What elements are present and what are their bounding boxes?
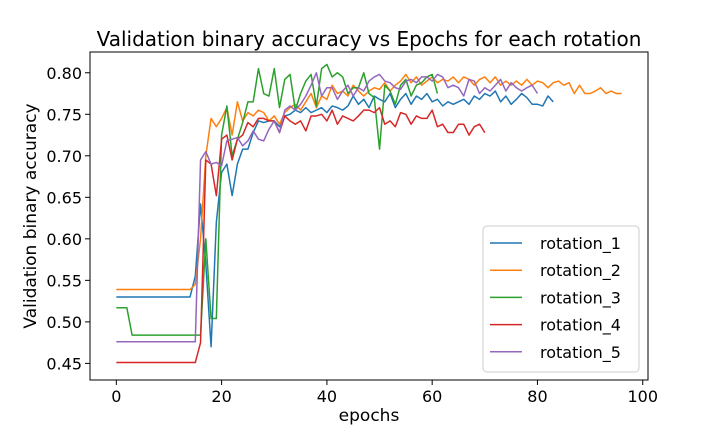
series-line-rotation_3 bbox=[116, 63, 439, 336]
y-tick-label: 0.65 bbox=[46, 188, 82, 207]
x-tick-label: 80 bbox=[527, 387, 547, 406]
x-tick-label: 0 bbox=[111, 387, 121, 406]
series-line-rotation_4 bbox=[116, 106, 486, 364]
legend-label-rotation_4: rotation_4 bbox=[540, 316, 621, 336]
series-line-rotation_1 bbox=[116, 90, 554, 348]
y-tick-label: 0.75 bbox=[46, 105, 82, 124]
legend-label-rotation_3: rotation_3 bbox=[540, 288, 621, 308]
legend-label-rotation_2: rotation_2 bbox=[540, 261, 621, 281]
y-axis: 0.45 0.50 0.55 0.60 0.65 0.70 0.75 0.80 bbox=[46, 64, 90, 373]
x-axis: 0 20 40 60 80 100 bbox=[111, 380, 658, 406]
y-axis-title: Validation binary accuracy bbox=[21, 103, 41, 328]
x-tick-label: 100 bbox=[627, 387, 658, 406]
legend-box bbox=[482, 225, 640, 373]
plot-area bbox=[89, 51, 649, 381]
y-tick-label: 0.45 bbox=[46, 354, 82, 373]
x-axis-title: epochs bbox=[339, 406, 400, 426]
y-tick-label: 0.55 bbox=[46, 271, 82, 290]
legend-label-rotation_5: rotation_5 bbox=[540, 343, 621, 363]
x-tick-label: 20 bbox=[211, 387, 231, 406]
x-tick-label: 60 bbox=[422, 387, 442, 406]
y-tick-label: 0.80 bbox=[46, 64, 82, 83]
legend: rotation_1 rotation_2 rotation_3 rotation_4… bbox=[482, 225, 640, 373]
y-tick-label: 0.60 bbox=[46, 230, 82, 249]
legend-label-rotation_1: rotation_1 bbox=[540, 234, 621, 254]
plot-frame bbox=[89, 51, 649, 381]
chart-title: Validation binary accuracy vs Epochs for… bbox=[97, 27, 642, 51]
series-line-rotation_5 bbox=[116, 72, 539, 343]
y-tick-label: 0.50 bbox=[46, 313, 82, 332]
y-tick-label: 0.70 bbox=[46, 147, 82, 166]
x-tick-label: 40 bbox=[317, 387, 337, 406]
